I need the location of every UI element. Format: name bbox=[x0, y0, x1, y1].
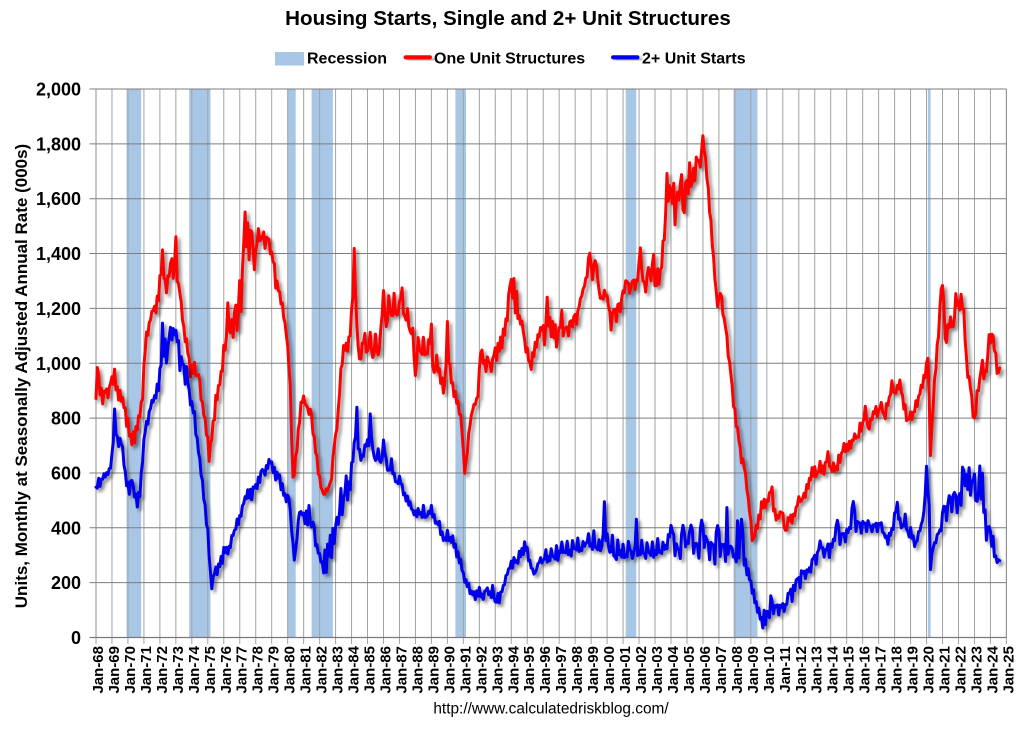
svg-text:1,200: 1,200 bbox=[36, 299, 81, 319]
svg-text:Jan-08: Jan-08 bbox=[729, 646, 746, 694]
svg-text:Jan-05: Jan-05 bbox=[681, 646, 698, 694]
svg-text:1,800: 1,800 bbox=[36, 134, 81, 154]
svg-text:2+ Unit Starts: 2+ Unit Starts bbox=[642, 51, 746, 68]
svg-text:Jan-12: Jan-12 bbox=[793, 646, 810, 694]
svg-text:Jan-00: Jan-00 bbox=[601, 646, 618, 694]
svg-text:Jan-91: Jan-91 bbox=[457, 646, 474, 694]
svg-text:Housing Starts, Single and 2+: Housing Starts, Single and 2+ Unit Struc… bbox=[285, 7, 731, 30]
svg-text:Jan-68: Jan-68 bbox=[90, 646, 107, 694]
svg-text:Jan-15: Jan-15 bbox=[841, 646, 858, 694]
svg-text:Jan-14: Jan-14 bbox=[825, 645, 842, 693]
svg-text:1,400: 1,400 bbox=[36, 244, 81, 264]
svg-text:Jan-72: Jan-72 bbox=[154, 646, 171, 694]
svg-text:Jan-76: Jan-76 bbox=[218, 646, 235, 694]
svg-text:Jan-19: Jan-19 bbox=[905, 646, 922, 694]
svg-text:Jan-70: Jan-70 bbox=[122, 646, 139, 694]
svg-text:Jan-98: Jan-98 bbox=[569, 646, 586, 694]
svg-text:Jan-24: Jan-24 bbox=[984, 645, 1001, 693]
svg-text:Jan-89: Jan-89 bbox=[425, 646, 442, 694]
svg-text:Jan-22: Jan-22 bbox=[953, 646, 970, 694]
svg-text:Jan-90: Jan-90 bbox=[441, 646, 458, 694]
svg-text:Jan-20: Jan-20 bbox=[921, 646, 938, 694]
svg-text:Jan-69: Jan-69 bbox=[106, 646, 123, 694]
svg-text:0: 0 bbox=[71, 628, 81, 648]
svg-text:1,000: 1,000 bbox=[36, 354, 81, 374]
svg-text:Jan-81: Jan-81 bbox=[298, 646, 315, 694]
svg-text:400: 400 bbox=[51, 518, 81, 538]
svg-text:Jan-16: Jan-16 bbox=[857, 646, 874, 694]
svg-text:Units, Monthly at Seasonally A: Units, Monthly at Seasonally Adjusted An… bbox=[12, 144, 31, 608]
svg-text:Jan-94: Jan-94 bbox=[505, 645, 522, 693]
svg-text:Jan-84: Jan-84 bbox=[346, 645, 363, 693]
svg-text:Jan-71: Jan-71 bbox=[138, 646, 155, 694]
svg-text:http://www.calculatedriskblog.: http://www.calculatedriskblog.com/ bbox=[433, 701, 669, 718]
svg-text:Jan-17: Jan-17 bbox=[873, 646, 890, 694]
svg-text:Jan-82: Jan-82 bbox=[314, 646, 331, 694]
svg-text:Jan-74: Jan-74 bbox=[186, 645, 203, 693]
svg-text:Jan-23: Jan-23 bbox=[969, 646, 986, 694]
svg-text:Jan-80: Jan-80 bbox=[282, 646, 299, 694]
svg-text:800: 800 bbox=[51, 409, 81, 429]
svg-text:Jan-92: Jan-92 bbox=[473, 646, 490, 694]
svg-text:Jan-96: Jan-96 bbox=[537, 646, 554, 694]
svg-text:Jan-87: Jan-87 bbox=[394, 646, 411, 694]
svg-text:Jan-21: Jan-21 bbox=[937, 646, 954, 694]
svg-text:Jan-03: Jan-03 bbox=[649, 646, 666, 694]
svg-text:Jan-73: Jan-73 bbox=[170, 646, 187, 694]
svg-text:Jan-04: Jan-04 bbox=[665, 645, 682, 693]
svg-text:Jan-25: Jan-25 bbox=[1000, 646, 1017, 694]
svg-text:Jan-83: Jan-83 bbox=[330, 646, 347, 694]
svg-text:Jan-11: Jan-11 bbox=[777, 646, 794, 693]
svg-text:Jan-85: Jan-85 bbox=[362, 646, 379, 694]
svg-text:Jan-01: Jan-01 bbox=[617, 646, 634, 694]
svg-text:One Unit Structures: One Unit Structures bbox=[434, 51, 585, 68]
svg-text:Jan-93: Jan-93 bbox=[489, 646, 506, 694]
svg-text:Jan-79: Jan-79 bbox=[266, 646, 283, 694]
svg-text:Jan-06: Jan-06 bbox=[697, 646, 714, 694]
svg-text:Jan-09: Jan-09 bbox=[745, 646, 762, 694]
svg-text:Jan-07: Jan-07 bbox=[713, 646, 730, 694]
svg-text:Jan-13: Jan-13 bbox=[809, 646, 826, 694]
svg-text:600: 600 bbox=[51, 464, 81, 484]
svg-text:Jan-97: Jan-97 bbox=[553, 646, 570, 694]
svg-text:1,600: 1,600 bbox=[36, 189, 81, 209]
svg-text:Jan-99: Jan-99 bbox=[585, 646, 602, 694]
svg-text:200: 200 bbox=[51, 573, 81, 593]
svg-text:2,000: 2,000 bbox=[36, 80, 81, 100]
svg-text:Recession: Recession bbox=[307, 51, 387, 68]
svg-text:Jan-78: Jan-78 bbox=[250, 646, 267, 694]
svg-text:Jan-77: Jan-77 bbox=[234, 646, 251, 694]
svg-text:Jan-88: Jan-88 bbox=[409, 646, 426, 694]
svg-text:Jan-02: Jan-02 bbox=[633, 646, 650, 694]
svg-text:Jan-18: Jan-18 bbox=[889, 646, 906, 694]
svg-text:Jan-75: Jan-75 bbox=[202, 646, 219, 694]
svg-text:Jan-86: Jan-86 bbox=[378, 646, 395, 694]
svg-text:Jan-10: Jan-10 bbox=[761, 646, 778, 694]
svg-text:Jan-95: Jan-95 bbox=[521, 646, 538, 694]
